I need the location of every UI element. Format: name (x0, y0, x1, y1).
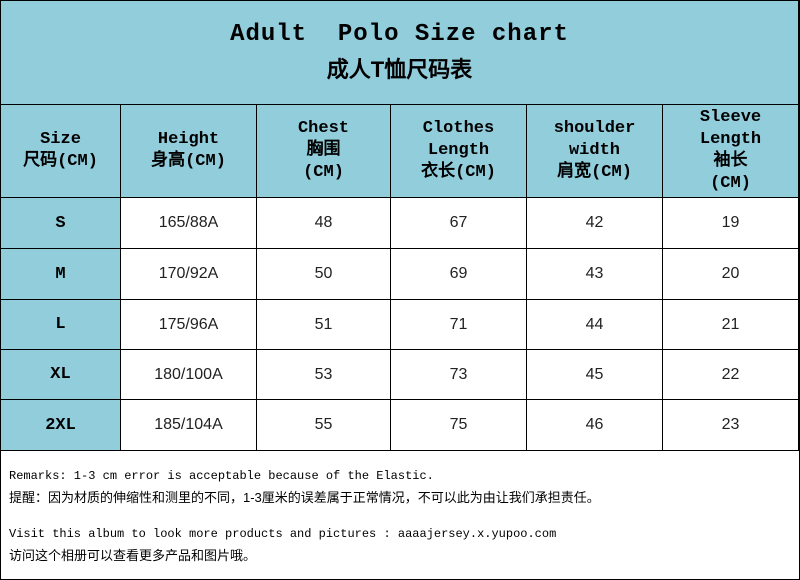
cell-text: 2XL (45, 415, 76, 435)
data-cell: 45 (527, 350, 663, 400)
data-cell: 51 (257, 300, 391, 350)
cell-text: XL (50, 365, 71, 384)
cell-text: 71 (449, 315, 468, 333)
data-cell: 46 (527, 400, 663, 451)
data-cell: 180/100A (121, 350, 257, 400)
header-text: Size (40, 130, 81, 149)
size-cell: S (1, 198, 121, 249)
header-text: (CM) (303, 163, 344, 182)
data-cell: 42 (527, 198, 663, 249)
header-text: width (568, 141, 620, 160)
data-cell: 20 (663, 249, 799, 300)
cell-text: 50 (314, 265, 333, 282)
data-cell: 48 (257, 198, 391, 249)
header-text: Chest (297, 119, 349, 138)
data-cell: 67 (391, 198, 527, 249)
cell-text: 45 (585, 365, 604, 383)
data-cell: 175/96A (121, 300, 257, 350)
title: Adult Polo Size chart (230, 21, 569, 48)
subtitle: 成人T恤尺码表 (326, 57, 473, 82)
cell-text: 20 (721, 265, 740, 282)
cell-text: 43 (585, 265, 604, 282)
header-text: Height (157, 130, 220, 149)
data-cell: 43 (527, 249, 663, 300)
header-cell: Clothes Length 衣长(CM) (391, 105, 527, 198)
cell-text: 19 (721, 214, 740, 231)
data-cell: 23 (663, 400, 799, 451)
header-text: 肩宽(CM) (557, 163, 632, 182)
header-text: shoulder (553, 119, 636, 138)
data-cell: 21 (663, 300, 799, 350)
cell-text: 170/92A (158, 265, 219, 282)
header-cell: Size 尺码(CM) (1, 105, 121, 198)
header-text: 衣长(CM) (421, 163, 496, 182)
data-cell: 71 (391, 300, 527, 350)
cell-text: 53 (314, 365, 333, 383)
data-cell: 44 (527, 300, 663, 350)
data-cell: 170/92A (121, 249, 257, 300)
header-text: Sleeve (699, 108, 762, 127)
cell-text: 55 (314, 416, 333, 433)
cell-text: S (55, 213, 66, 233)
header-cell: shoulder width 肩宽(CM) (527, 105, 663, 198)
data-cell: 69 (391, 249, 527, 300)
cell-text: L (55, 315, 66, 334)
cell-text: 22 (721, 365, 740, 383)
header-text: 袖长 (713, 152, 748, 171)
header-text: Clothes (422, 119, 495, 138)
remark: 提醒：因为材质的伸缩性和测里的不同，1-3厘米的误差属于正常情况，不可以此为由让… (9, 490, 600, 505)
cell-text: 180/100A (154, 365, 223, 383)
header-text: 胸围 (306, 141, 341, 160)
cell-text: 67 (449, 214, 468, 231)
header-cell: Sleeve Length 袖长 (CM) (663, 105, 799, 198)
cell-text: 175/96A (158, 315, 219, 333)
header-text: Length (427, 141, 490, 160)
cell-text: 69 (449, 265, 468, 282)
data-cell: 22 (663, 350, 799, 400)
header-cell: Chest 胸围 (CM) (257, 105, 391, 198)
header-text: (CM) (710, 174, 751, 193)
data-cell: 19 (663, 198, 799, 249)
size-cell: 2XL (1, 400, 121, 451)
cell-text: 51 (314, 315, 333, 333)
remark: Visit this album to look more products a… (9, 527, 557, 541)
cell-text: 75 (449, 416, 468, 433)
cell-text: 46 (585, 416, 604, 433)
cell-text: M (55, 264, 66, 284)
header-text: Length (699, 130, 762, 149)
data-cell: 73 (391, 350, 527, 400)
header-text: 身高(CM) (151, 152, 226, 171)
cell-text: 48 (314, 214, 333, 231)
cell-text: 21 (721, 315, 740, 333)
cell-text: 185/104A (154, 416, 223, 433)
size-cell: M (1, 249, 121, 300)
data-cell: 55 (257, 400, 391, 451)
size-cell: L (1, 300, 121, 350)
data-cell: 75 (391, 400, 527, 451)
cell-text: 73 (449, 365, 468, 383)
data-cell: 53 (257, 350, 391, 400)
header-cell: Height 身高(CM) (121, 105, 257, 198)
data-cell: 185/104A (121, 400, 257, 451)
title-area: Adult Polo Size chart 成人T恤尺码表 (1, 1, 799, 105)
data-cell: 50 (257, 249, 391, 300)
remark: 访问这个相册可以查看更多产品和图片哦。 (9, 548, 257, 563)
cell-text: 44 (585, 315, 604, 333)
data-cell: 165/88A (121, 198, 257, 249)
cell-text: 23 (721, 416, 740, 433)
cell-text: 165/88A (158, 214, 219, 231)
remark: Remarks: 1-3 cm error is acceptable beca… (9, 469, 434, 483)
header-text: 尺码(CM) (23, 152, 98, 171)
cell-text: 42 (585, 214, 604, 231)
size-cell: XL (1, 350, 121, 400)
